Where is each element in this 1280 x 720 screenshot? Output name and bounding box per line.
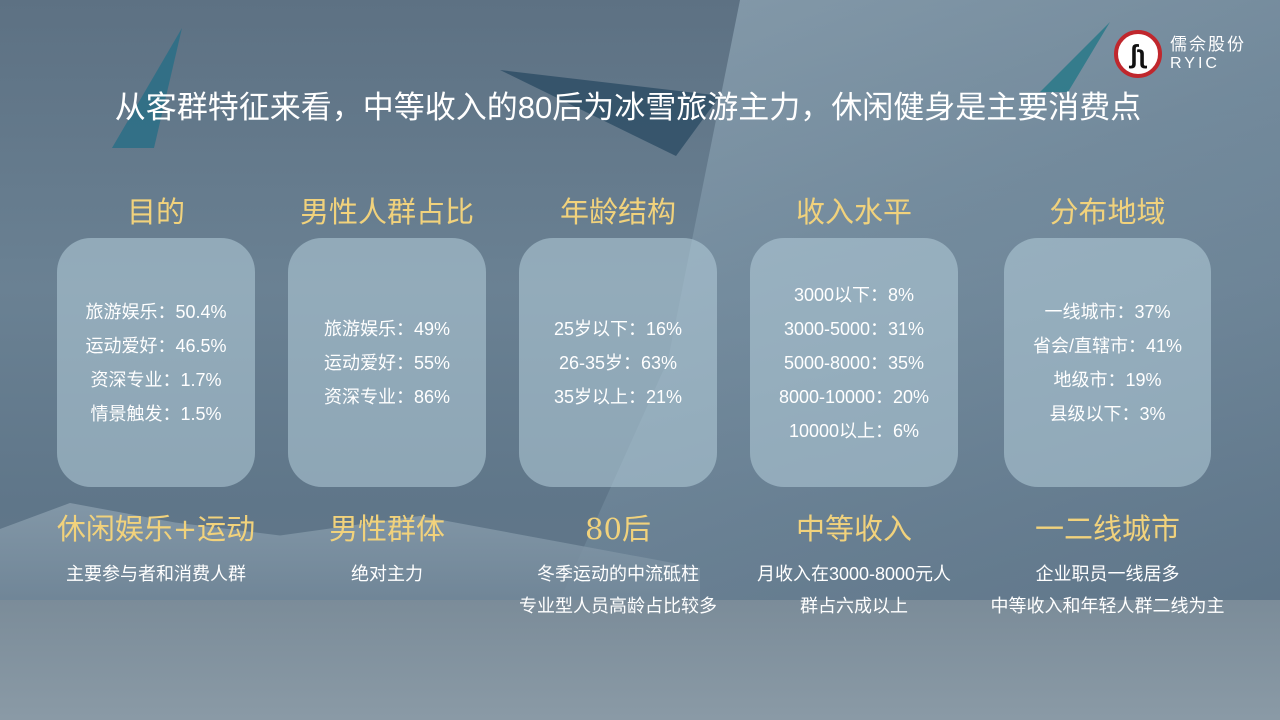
column-heading: 目的 — [126, 195, 185, 229]
stat-item: 资深专业：86% — [323, 386, 451, 407]
column-summary: 休闲娱乐+运动 — [56, 512, 256, 546]
column-heading: 收入水平 — [795, 195, 912, 229]
stat-item: 省会/直辖市：41% — [1032, 335, 1183, 356]
stat-item: 县级以下：3% — [1049, 403, 1166, 424]
stats-card: 一线城市：37% 省会/直辖市：41% 地级市：19% 县级以下：3% — [1004, 238, 1211, 487]
column-heading: 分布地域 — [1049, 195, 1166, 229]
stats-card: 旅游娱乐：50.4% 运动爱好：46.5% 资深专业：1.7% 情景触发：1.5% — [57, 238, 255, 487]
summary-note: 企业职员一线居多 — [1035, 564, 1180, 584]
summary-note: 绝对主力 — [351, 564, 423, 584]
summary-note: 主要参与者和消费人群 — [66, 564, 246, 584]
company-logo: ʃʅ 儒佘股份 RYIC — [1114, 30, 1246, 78]
stat-item: 3000-5000：31% — [783, 318, 925, 339]
summary-note: 冬季运动的中流砥柱 — [537, 564, 699, 584]
stats-card: 25岁以下：16% 26-35岁：63% 35岁以上：21% — [519, 238, 717, 487]
column-3: 年龄结构 25岁以下：16% 26-35岁：63% 35岁以上：21% 80后冬季运动的… — [519, 190, 717, 616]
slide-title: 从客群特征来看，中等收入的80后为冰雪旅游主力，休闲健身是主要消费点 — [114, 90, 1142, 125]
stat-item: 运动爱好：55% — [323, 352, 451, 373]
column-summary: 80后 — [585, 512, 651, 546]
stat-item: 25岁以下：16% — [553, 318, 683, 339]
stat-item: 运动爱好：46.5% — [85, 335, 227, 356]
stat-item: 旅游娱乐：49% — [323, 318, 451, 339]
summary-note: 群占六成以上 — [800, 596, 908, 616]
column-heading: 男性人群占比 — [299, 195, 474, 229]
stat-item: 35岁以上：21% — [553, 386, 683, 407]
column-heading: 年龄结构 — [559, 195, 676, 229]
summary-note: 中等收入和年轻人群二线为主 — [990, 596, 1225, 616]
logo-text-cn: 儒佘股份 — [1170, 34, 1246, 54]
stats-card: 旅游娱乐：49% 运动爱好：55% 资深专业：86% — [288, 238, 486, 487]
stat-item: 26-35岁：63% — [558, 352, 678, 373]
stat-item: 情景触发：1.5% — [90, 403, 222, 424]
stat-item: 10000以上：6% — [788, 420, 920, 441]
logo-text-en: RYIC — [1170, 54, 1220, 72]
column-summary: 中等收入 — [795, 512, 912, 546]
stats-card: 3000以下：8% 3000-5000：31% 5000-8000：35% 8000-… — [750, 238, 958, 487]
column-5: 分布地域一线城市：37% 省会/直辖市：41% 地级市：19% 县级以下：3% 一二线城… — [991, 190, 1225, 616]
column-summary: 一二线城市 — [1034, 512, 1180, 546]
column-summary: 男性群体 — [328, 512, 445, 546]
column-2: 男性人群占比旅游娱乐：49% 运动爱好：55% 资深专业：86% 男性群体绝对主力 — [288, 190, 486, 584]
column-1: 目的旅游娱乐：50.4% 运动爱好：46.5% 资深专业：1.7% 情景触发：1.5%… — [57, 190, 255, 584]
summary-note: 月收入在3000-8000元人 — [756, 564, 952, 584]
stat-item: 3000以下：8% — [793, 284, 915, 305]
stat-item: 一线城市：37% — [1044, 301, 1171, 322]
stat-item: 旅游娱乐：50.4% — [85, 301, 227, 322]
stat-item: 资深专业：1.7% — [90, 369, 222, 390]
stat-item: 8000-10000：20% — [778, 386, 930, 407]
stat-item: 地级市：19% — [1053, 369, 1162, 390]
stat-item: 5000-8000：35% — [783, 352, 925, 373]
logo-mark-icon: ʃʅ — [1114, 30, 1162, 78]
column-4: 收入水平 3000以下：8% 3000-5000：31% 5000-8000：35% 8… — [750, 190, 958, 616]
background-sea — [0, 600, 1280, 720]
summary-note: 专业型人员高龄占比较多 — [519, 596, 717, 616]
